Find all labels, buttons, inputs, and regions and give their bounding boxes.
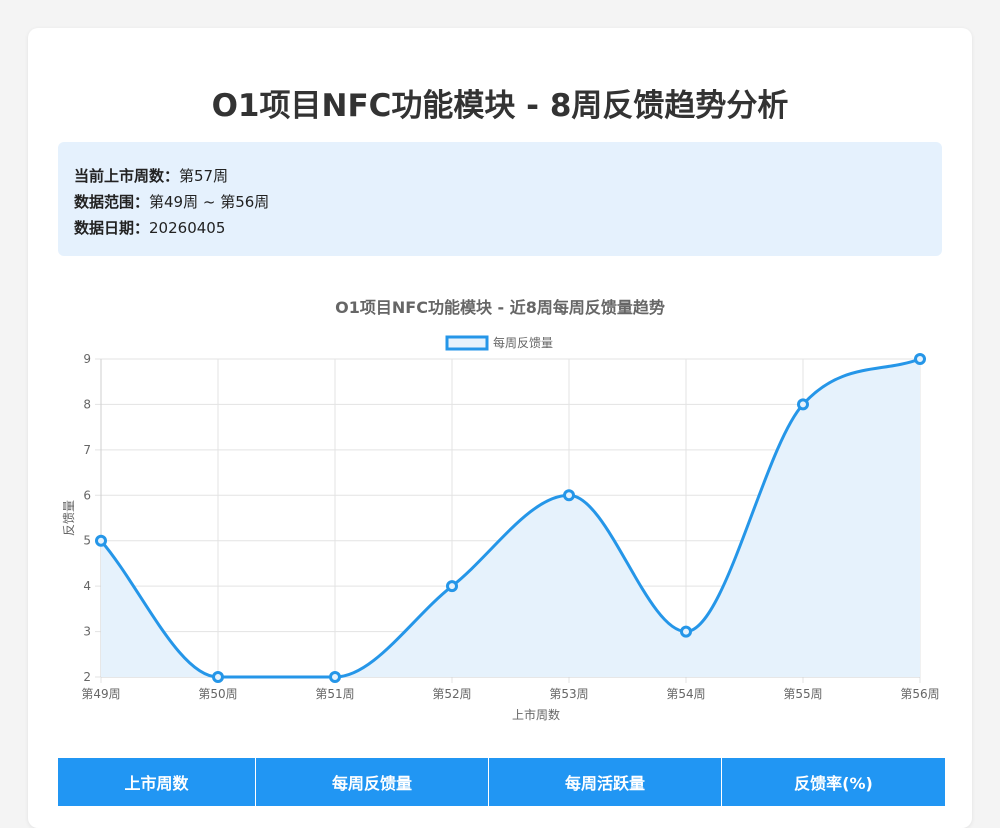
chart-points — [95, 353, 926, 683]
table-header-week: 上市周数 — [58, 758, 256, 806]
table-header-row: 上市周数 每周反馈量 每周活跃量 反馈率(%) — [58, 758, 945, 806]
table-header-rate: 反馈率(%) — [721, 758, 945, 806]
y-tick-label: 5 — [83, 534, 91, 548]
data-table: 上市周数 每周反馈量 每周活跃量 反馈率(%) — [58, 758, 945, 806]
x-tick-label: 第52周 — [432, 687, 471, 701]
chart-title: O1项目NFC功能模块 - 近8周每周反馈量趋势 — [335, 298, 665, 317]
x-tick-label: 第53周 — [549, 687, 588, 701]
data-point[interactable] — [95, 534, 107, 547]
info-row-data-date: 数据日期：20260405 — [74, 215, 926, 241]
y-axis-label: 反馈量 — [62, 500, 76, 536]
x-tick-label: 第50周 — [198, 687, 237, 701]
page-title: O1项目NFC功能模块 - 8周反馈趋势分析 — [211, 88, 789, 124]
x-axis-ticks: 第49周 第50周 第51周 第52周 第53周 第54周 第55周 第56周 — [81, 687, 939, 701]
chart-legend[interactable]: 每周反馈量 — [445, 335, 553, 351]
y-tick-label: 8 — [83, 397, 91, 411]
data-point[interactable] — [563, 489, 575, 502]
info-row-data-range: 数据范围：第49周 ~ 第56周 — [74, 189, 926, 215]
legend-swatch — [445, 335, 489, 351]
chart-area-fill-layer — [101, 359, 920, 677]
y-tick-label: 6 — [83, 488, 91, 502]
info-row-current-week: 当前上市周数：第57周 — [74, 163, 926, 189]
table-header-active: 每周活跃量 — [488, 758, 722, 806]
info-box: 当前上市周数：第57周 数据范围：第49周 ~ 第56周 数据日期：202604… — [58, 142, 942, 256]
data-point[interactable] — [212, 671, 224, 683]
legend-label: 每周反馈量 — [493, 335, 553, 350]
data-table-wrap: 上市周数 每周反馈量 每周活跃量 反馈率(%) — [58, 758, 945, 806]
info-value: 第49周 ~ 第56周 — [149, 193, 270, 211]
report-card: O1项目NFC功能模块 - 8周反馈趋势分析 当前上市周数：第57周 数据范围：… — [28, 28, 972, 828]
data-point[interactable] — [797, 398, 809, 411]
table-header-feedback: 每周反馈量 — [255, 758, 489, 806]
info-label: 数据范围： — [74, 193, 150, 211]
y-tick-label: 3 — [83, 625, 91, 639]
x-tick-label: 第51周 — [315, 687, 354, 701]
y-axis-ticks: 2 3 4 5 6 7 8 9 — [83, 352, 91, 684]
x-tick-label: 第55周 — [783, 687, 822, 701]
x-tick-label: 第49周 — [81, 687, 120, 701]
data-point[interactable] — [680, 625, 692, 638]
y-tick-label: 9 — [83, 352, 91, 366]
series-area-fill — [101, 359, 920, 677]
y-tick-label: 2 — [83, 670, 91, 684]
data-point[interactable] — [446, 580, 458, 593]
info-label: 数据日期： — [74, 219, 150, 237]
x-tick-label: 第54周 — [666, 687, 705, 701]
feedback-trend-chart: O1项目NFC功能模块 - 近8周每周反馈量趋势 每周反馈量 23456789 … — [62, 298, 940, 722]
x-axis-label: 上市周数 — [512, 707, 560, 722]
info-value: 第57周 — [179, 167, 229, 185]
y-tick-label: 7 — [83, 443, 91, 457]
info-value: 20260405 — [149, 219, 226, 237]
y-tick-label: 4 — [83, 579, 91, 593]
x-tick-label: 第56周 — [900, 687, 939, 701]
info-label: 当前上市周数： — [74, 167, 180, 185]
data-point[interactable] — [914, 353, 926, 365]
data-point[interactable] — [329, 671, 341, 683]
